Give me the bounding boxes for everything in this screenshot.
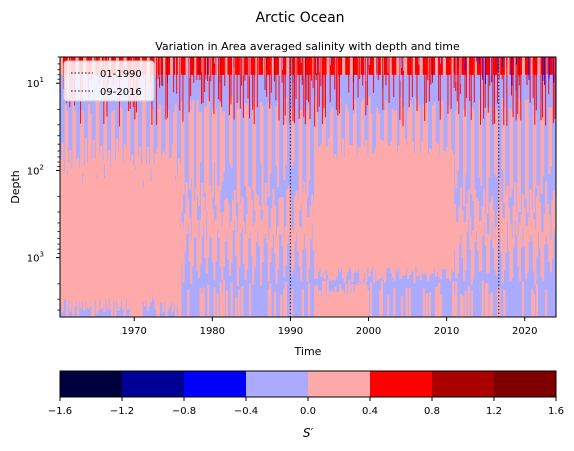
y-axis-label: Depth: [9, 170, 22, 204]
y-tick-label: 101: [27, 76, 44, 90]
heatmap-field: [60, 57, 556, 317]
legend-label-01-1990: 01-1990: [100, 69, 142, 80]
chart-title: Variation in Area averaged salinity with…: [155, 40, 460, 53]
marker-lines: [289, 57, 500, 317]
colorbar-segment: [122, 371, 184, 397]
x-tick-label: 2020: [512, 326, 537, 337]
legend-label-09-2016: 09-2016: [100, 87, 142, 98]
x-tick-label: 2000: [356, 326, 381, 337]
colorbar-tick-label: −1.6: [48, 406, 72, 417]
x-axis-label: Time: [294, 345, 322, 358]
figure-suptitle: Arctic Ocean: [255, 10, 344, 26]
colorbar-segment: [370, 371, 432, 397]
colorbar-tick-label: 0.8: [424, 406, 440, 417]
colorbar-tick-label: 0.4: [362, 406, 378, 417]
x-tick-label: 2010: [434, 326, 459, 337]
colorbar-segment: [494, 371, 556, 397]
y-tick-label: 102: [27, 163, 44, 177]
plot-frame: [59, 56, 557, 318]
colorbar-label: S′: [303, 426, 314, 440]
x-tick-label: 1980: [200, 326, 225, 337]
x-tick-label: 1990: [278, 326, 303, 337]
colorbar-tick-label: −0.8: [172, 406, 196, 417]
colorbar: [60, 371, 556, 397]
colorbar-tick-label: 0.0: [300, 406, 316, 417]
colorbar-segment: [432, 371, 494, 397]
x-axis-ticks: 1970 1980 1990 2000 2010 2020: [121, 317, 537, 337]
colorbar-tick-label: −1.2: [110, 406, 134, 417]
colorbar-tick-label: −0.4: [234, 406, 258, 417]
colorbar-ticks: −1.6 −1.2 −0.8 −0.4 0.0 0.4 0.8 1.2 1.6: [48, 397, 564, 417]
colorbar-tick-label: 1.6: [548, 406, 564, 417]
colorbar-segment: [184, 371, 246, 397]
y-axis-ticks: 101 102 103: [27, 56, 60, 311]
x-tick-label: 1970: [121, 326, 146, 337]
salinity-anomaly-layer: [60, 57, 556, 317]
colorbar-segment: [60, 371, 122, 397]
y-tick-label: 103: [27, 251, 44, 265]
legend: 01-1990 09-2016: [63, 60, 155, 102]
colorbar-tick-label: 1.2: [486, 406, 502, 417]
colorbar-segment: [246, 371, 308, 397]
colorbar-segment: [308, 371, 370, 397]
